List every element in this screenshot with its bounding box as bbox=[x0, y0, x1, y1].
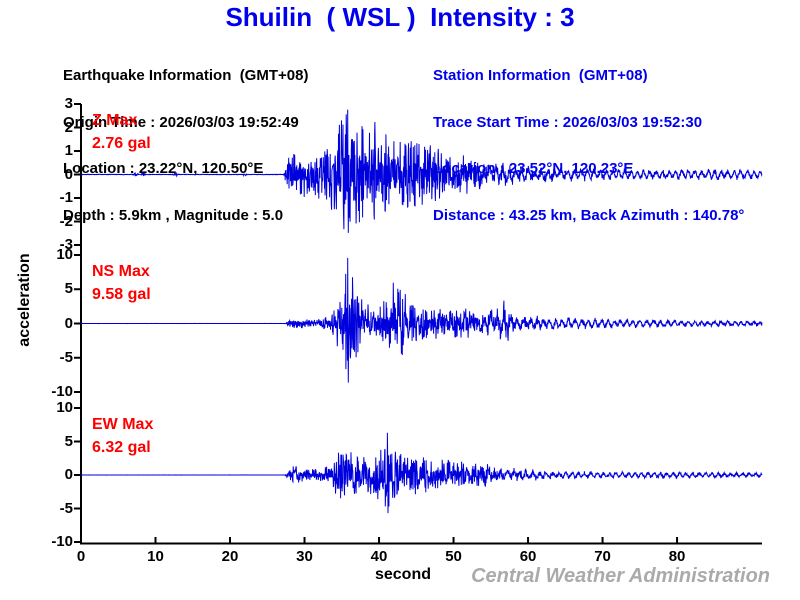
x-tick-label: 30 bbox=[296, 548, 313, 565]
x-tick-label: 70 bbox=[594, 548, 611, 565]
station-distance-azimuth: Distance : 43.25 km, Back Azimuth : 140.… bbox=[433, 206, 745, 224]
y-tick-label: 10 bbox=[56, 399, 73, 416]
y-tick-label: 5 bbox=[64, 432, 73, 450]
max-annotation-name: EW Max bbox=[92, 416, 154, 433]
y-tick-label: 10 bbox=[56, 246, 73, 263]
y-tick-label: -10 bbox=[51, 383, 73, 400]
earthquake-origin-time: Origin Time : 2026/03/03 19:52:49 bbox=[63, 113, 299, 131]
y-tick-label: -10 bbox=[51, 533, 73, 550]
x-tick-label: 20 bbox=[221, 548, 239, 565]
station-trace-start-time: Trace Start Time : 2026/03/03 19:52:30 bbox=[433, 113, 703, 131]
x-tick-label: 60 bbox=[519, 548, 537, 565]
max-annotation-value: 6.32 gal bbox=[92, 439, 151, 456]
max-annotation: Z Max 2.76 gal bbox=[92, 109, 151, 155]
earthquake-depth-magnitude: Depth : 5.9km , Magnitude : 5.0 bbox=[63, 206, 284, 224]
station-info-heading: Station Information (GMT+08) bbox=[433, 67, 648, 84]
y-tick-label: 0 bbox=[64, 165, 73, 183]
x-tick-label: 80 bbox=[668, 548, 686, 565]
x-tick-label: 10 bbox=[147, 548, 164, 565]
max-annotation-value: 2.76 gal bbox=[92, 135, 151, 152]
waveform-trace-z bbox=[80, 109, 763, 233]
max-annotation-value: 9.58 gal bbox=[92, 286, 151, 303]
y-tick-label: 0 bbox=[64, 314, 73, 332]
y-tick-label: -2 bbox=[59, 212, 73, 230]
max-annotation: EW Max 6.32 gal bbox=[92, 413, 153, 459]
waveform-trace-ew bbox=[81, 432, 763, 514]
y-tick-label: -5 bbox=[59, 348, 73, 366]
max-annotation: NS Max 9.58 gal bbox=[92, 260, 151, 306]
x-tick-label: 40 bbox=[370, 548, 388, 565]
y-tick-label: 0 bbox=[64, 466, 73, 483]
y-tick-label: 2 bbox=[64, 118, 73, 136]
y-tick-label: 5 bbox=[64, 280, 73, 298]
waveform-trace-ns bbox=[81, 257, 763, 383]
x-axis-label: second bbox=[374, 566, 431, 583]
y-tick-label: -1 bbox=[59, 189, 73, 206]
max-annotation-name: Z Max bbox=[92, 112, 138, 129]
earthquake-info: Earthquake Information (GMT+08) Origin T… bbox=[63, 37, 308, 254]
y-tick-label: -3 bbox=[59, 236, 73, 253]
page-title: Shuilin ( WSL ) Intensity : 3 bbox=[225, 2, 575, 32]
y-tick-label: 3 bbox=[64, 95, 73, 112]
watermark: Central Weather Administration bbox=[471, 565, 770, 587]
y-tick-label: 1 bbox=[64, 142, 73, 159]
max-annotation-name: NS Max bbox=[92, 263, 150, 280]
earthquake-location: Location : 23.22°N, 120.50°E bbox=[63, 160, 264, 177]
x-tick-label: 50 bbox=[445, 548, 462, 565]
y-tick-label: -5 bbox=[59, 499, 73, 517]
earthquake-info-heading: Earthquake Information (GMT+08) bbox=[63, 67, 309, 84]
x-tick-label: 0 bbox=[76, 548, 86, 565]
